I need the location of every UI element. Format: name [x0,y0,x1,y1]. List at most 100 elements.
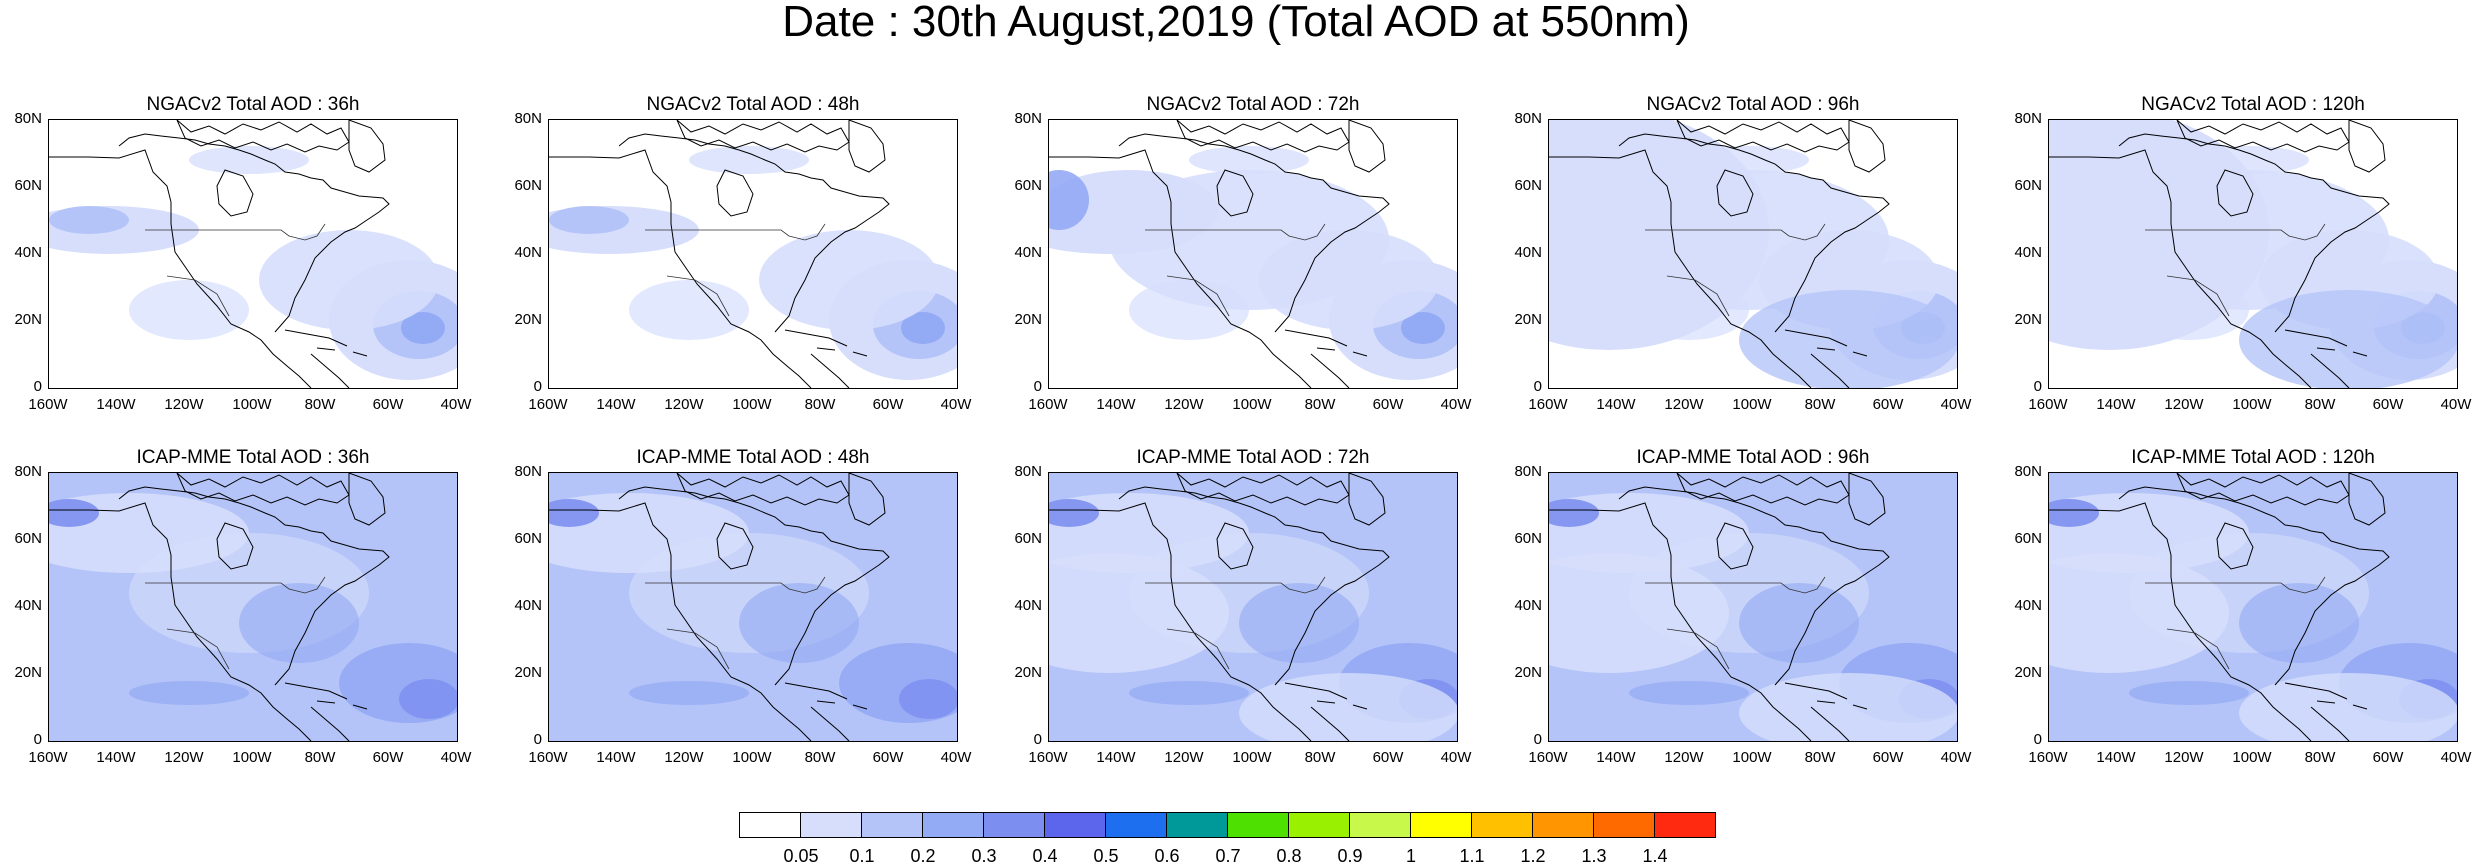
aod-field-svg [1549,120,1957,388]
lon-tick-label: 40W [1440,396,1472,413]
panel-title: NGACv2 Total AOD : 96h [1646,94,1860,115]
aod-map [1548,119,1958,389]
panel-title: NGACv2 Total AOD : 72h [1146,94,1360,115]
lat-tick-label: 0 [2033,378,2042,395]
lon-tick-label: 80W [804,396,836,413]
panel-title: ICAP-MME Total AOD : 36h [136,447,370,468]
lon-tick-label: 160W [528,749,568,766]
lat-tick-label: 60N [2014,530,2042,547]
lat-tick-label: 40N [2014,244,2042,261]
lat-tick-label: 0 [1533,378,1542,395]
lat-tick-label: 60N [1514,530,1542,547]
panel-title: ICAP-MME Total AOD : 96h [1636,447,1870,468]
colorbar-swatch [1227,812,1289,838]
lat-tick-label: 20N [1514,664,1542,681]
colorbar-swatch [1349,812,1411,838]
lat-tick-label: 60N [14,177,42,194]
colorbar-swatch [1105,812,1167,838]
lon-tick-label: 80W [1804,749,1836,766]
aod-field-svg [1049,473,1457,741]
map-panel-ngacv2-96h: NGACv2 Total AOD : 96h [1548,94,1958,484]
lon-tick-label: 120W [1664,749,1704,766]
colorbar-level-label: 1.1 [1459,846,1485,866]
lon-tick-label: 60W [872,749,904,766]
aod-field-svg [2049,473,2457,741]
lon-tick-label: 120W [164,396,204,413]
lat-tick-label: 80N [14,463,42,480]
lat-tick-label: 40N [514,244,542,261]
lon-tick-label: 160W [528,396,568,413]
lon-tick-label: 80W [1304,396,1336,413]
colorbar-level-label: 0.3 [971,846,997,866]
map-panel-ngacv2-120h: NGACv2 Total AOD : 120h [2048,94,2458,484]
colorbar-level-label: 0.8 [1276,846,1302,866]
lon-tick-label: 40W [2440,396,2472,413]
lon-tick-label: 140W [2096,749,2136,766]
lat-tick-label: 0 [533,731,542,748]
colorbar-swatch [983,812,1045,838]
lon-tick-label: 160W [1528,396,1568,413]
lon-tick-label: 100W [1232,396,1272,413]
lat-tick-label: 0 [1033,731,1042,748]
lon-tick-label: 40W [940,396,972,413]
map-panel-icap-mme-36h: ICAP-MME Total AOD : 36h [48,447,458,837]
lon-tick-label: 60W [1872,749,1904,766]
lon-tick-label: 120W [664,749,704,766]
lat-tick-label: 40N [514,597,542,614]
lon-tick-label: 100W [2232,396,2272,413]
lon-tick-label: 140W [1596,396,1636,413]
lat-tick-label: 40N [1514,244,1542,261]
lat-tick-label: 80N [1014,463,1042,480]
lat-tick-label: 80N [1014,110,1042,127]
lat-tick-label: 0 [533,378,542,395]
colorbar-level-label: 0.1 [849,846,875,866]
colorbar-swatch [1044,812,1106,838]
lon-tick-label: 40W [1940,749,1972,766]
lon-tick-label: 120W [1164,749,1204,766]
lat-tick-label: 60N [1014,530,1042,547]
map-panel-ngacv2-48h: NGACv2 Total AOD : 48h [548,94,958,484]
colorbar-level-label: 0.05 [783,846,819,866]
lat-tick-label: 0 [2033,731,2042,748]
lat-tick-label: 20N [1514,311,1542,328]
lon-tick-label: 80W [1804,396,1836,413]
lat-tick-label: 40N [1014,597,1042,614]
lon-tick-label: 60W [872,396,904,413]
lat-tick-label: 0 [33,378,42,395]
lat-tick-label: 60N [514,530,542,547]
colorbar-swatch [861,812,923,838]
lon-tick-label: 140W [596,396,636,413]
lat-tick-label: 40N [1514,597,1542,614]
aod-field-svg [1549,473,1957,741]
lat-tick-label: 20N [2014,664,2042,681]
map-panel-ngacv2-36h: NGACv2 Total AOD : 36h [48,94,458,484]
lat-tick-label: 20N [14,311,42,328]
aod-map [2048,119,2458,389]
lon-tick-label: 60W [1872,396,1904,413]
lon-tick-label: 100W [232,749,272,766]
panel-title: ICAP-MME Total AOD : 48h [636,447,870,468]
lon-tick-label: 120W [164,749,204,766]
lat-tick-label: 20N [1014,311,1042,328]
lon-tick-label: 40W [1440,749,1472,766]
colorbar-level-label: 1.2 [1520,846,1546,866]
lat-tick-label: 0 [1533,731,1542,748]
lat-tick-label: 0 [33,731,42,748]
lon-tick-label: 140W [96,749,136,766]
colorbar-swatch [1410,812,1472,838]
lat-tick-label: 80N [14,110,42,127]
panel-title: NGACv2 Total AOD : 36h [146,94,360,115]
lon-tick-label: 120W [1664,396,1704,413]
aod-field-svg [549,473,957,741]
lon-tick-label: 100W [2232,749,2272,766]
aod-field-svg [2049,120,2457,388]
colorbar-level-label: 0.5 [1093,846,1119,866]
lon-tick-label: 140W [2096,396,2136,413]
lat-tick-label: 60N [2014,177,2042,194]
colorbar-level-label: 0.4 [1032,846,1058,866]
aod-map [1048,472,1458,742]
lon-tick-label: 40W [440,396,472,413]
map-panel-icap-mme-96h: ICAP-MME Total AOD : 96h [1548,447,1958,837]
lon-tick-label: 120W [664,396,704,413]
lon-tick-label: 140W [1596,749,1636,766]
